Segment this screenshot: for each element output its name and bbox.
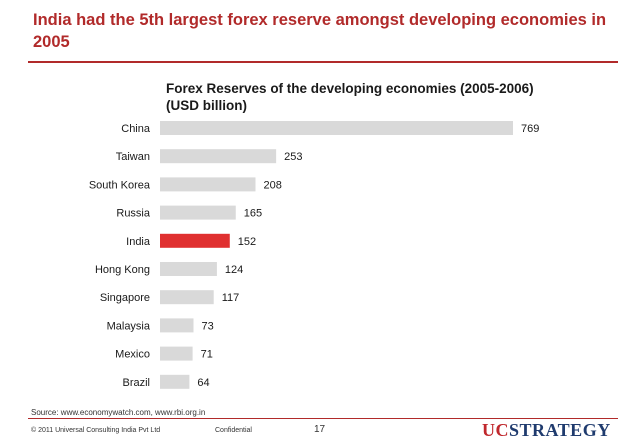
logo-uc: UC <box>482 420 509 440</box>
category-label-hong-kong: Hong Kong <box>95 264 150 276</box>
copyright-text: © 2011 Universal Consulting India Pvt Lt… <box>31 427 161 434</box>
company-logo: UCSTRATEGY <box>482 420 611 440</box>
confidential-label: Confidential <box>215 427 252 434</box>
value-label-russia: 165 <box>244 208 262 220</box>
bar-russia <box>160 205 236 220</box>
bar-south-korea <box>160 177 256 192</box>
bar-mexico <box>160 346 193 361</box>
source-note: Source: www.economywatch.com, www.rbi.or… <box>31 408 206 417</box>
slide-title: India had the 5th largest forex reserve … <box>33 11 607 51</box>
category-label-malaysia: Malaysia <box>107 320 151 332</box>
category-label-china: China <box>121 123 151 135</box>
value-label-hong-kong: 124 <box>225 264 243 276</box>
category-label-singapore: Singapore <box>100 292 150 304</box>
bar-hong-kong <box>160 262 217 276</box>
bar-taiwan <box>160 149 277 164</box>
value-label-china: 769 <box>521 123 539 135</box>
chart-title: Forex Reserves of the developing economi… <box>166 81 534 113</box>
value-label-taiwan: 253 <box>284 151 302 163</box>
category-label-russia: Russia <box>116 208 151 220</box>
value-label-malaysia: 73 <box>202 320 214 332</box>
category-label-india: India <box>126 236 151 248</box>
value-label-singapore: 117 <box>222 292 240 304</box>
bar-china <box>160 121 513 135</box>
value-label-south-korea: 208 <box>263 179 281 191</box>
category-label-brazil: Brazil <box>122 377 150 389</box>
value-label-india: 152 <box>238 236 256 248</box>
value-label-brazil: 64 <box>197 377 209 389</box>
category-label-mexico: Mexico <box>115 349 150 361</box>
bar-malaysia <box>160 318 194 333</box>
logo-strategy: STRATEGY <box>509 420 611 440</box>
value-label-mexico: 71 <box>201 349 213 361</box>
bar-india <box>160 233 230 248</box>
bar-brazil <box>160 374 190 389</box>
footer-divider <box>28 418 618 419</box>
title-divider <box>28 61 618 63</box>
page-number: 17 <box>314 424 326 435</box>
category-label-south-korea: South Korea <box>89 179 151 191</box>
bar-singapore <box>160 290 214 305</box>
category-label-taiwan: Taiwan <box>116 151 150 163</box>
